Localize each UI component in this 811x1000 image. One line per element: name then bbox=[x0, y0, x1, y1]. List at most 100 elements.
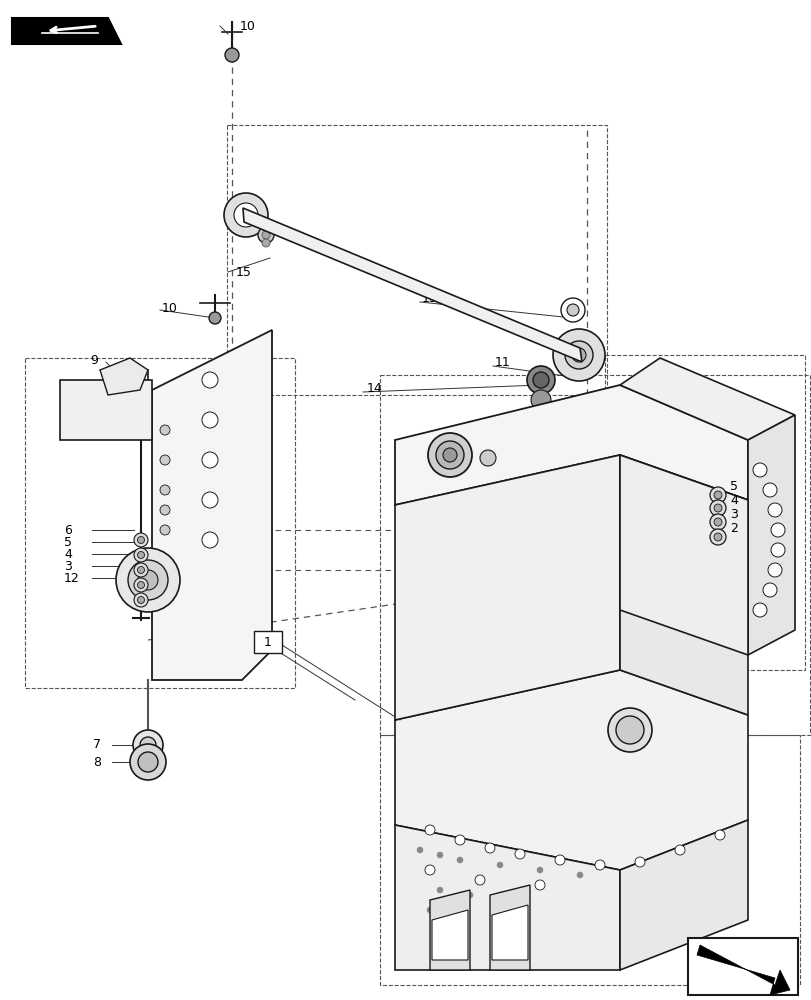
Circle shape bbox=[479, 450, 496, 466]
Circle shape bbox=[137, 552, 144, 558]
Circle shape bbox=[134, 578, 148, 592]
Circle shape bbox=[713, 491, 721, 499]
Circle shape bbox=[607, 708, 651, 752]
Circle shape bbox=[577, 872, 582, 878]
Polygon shape bbox=[620, 455, 747, 655]
Circle shape bbox=[134, 593, 148, 607]
Circle shape bbox=[224, 193, 268, 237]
Circle shape bbox=[536, 867, 543, 873]
Circle shape bbox=[571, 348, 586, 362]
Circle shape bbox=[709, 529, 725, 545]
Text: 5: 5 bbox=[729, 481, 737, 493]
Circle shape bbox=[474, 875, 484, 885]
Circle shape bbox=[709, 500, 725, 516]
Circle shape bbox=[762, 583, 776, 597]
Circle shape bbox=[713, 533, 721, 541]
Circle shape bbox=[714, 830, 724, 840]
Circle shape bbox=[767, 563, 781, 577]
Text: 1: 1 bbox=[264, 637, 272, 650]
Polygon shape bbox=[747, 415, 794, 655]
Circle shape bbox=[208, 312, 221, 324]
Polygon shape bbox=[696, 945, 789, 995]
Circle shape bbox=[457, 857, 462, 863]
Circle shape bbox=[713, 504, 721, 512]
Circle shape bbox=[767, 503, 781, 517]
Text: 15: 15 bbox=[236, 265, 251, 278]
Circle shape bbox=[134, 563, 148, 577]
Circle shape bbox=[138, 570, 158, 590]
Text: 9: 9 bbox=[90, 354, 98, 366]
Circle shape bbox=[634, 857, 644, 867]
Circle shape bbox=[407, 280, 417, 290]
Text: 8: 8 bbox=[93, 756, 101, 768]
Polygon shape bbox=[152, 330, 272, 680]
Polygon shape bbox=[100, 358, 148, 395]
Circle shape bbox=[324, 245, 334, 255]
Circle shape bbox=[552, 329, 604, 381]
Text: 10: 10 bbox=[240, 19, 255, 32]
Circle shape bbox=[436, 852, 443, 858]
Text: 13: 13 bbox=[422, 292, 437, 304]
Circle shape bbox=[616, 716, 643, 744]
Circle shape bbox=[770, 543, 784, 557]
Circle shape bbox=[594, 860, 604, 870]
Circle shape bbox=[160, 455, 169, 465]
Polygon shape bbox=[394, 455, 620, 720]
Circle shape bbox=[225, 48, 238, 62]
Circle shape bbox=[530, 390, 551, 410]
Circle shape bbox=[139, 737, 156, 753]
Polygon shape bbox=[620, 358, 794, 440]
Text: 4: 4 bbox=[64, 548, 72, 560]
Circle shape bbox=[514, 849, 525, 859]
Circle shape bbox=[564, 341, 592, 369]
Bar bbox=[687, 938, 797, 995]
Circle shape bbox=[506, 897, 513, 903]
Circle shape bbox=[530, 405, 551, 425]
Text: 7: 7 bbox=[93, 738, 101, 752]
Bar bbox=[254, 631, 281, 653]
Text: 2: 2 bbox=[729, 522, 737, 534]
Circle shape bbox=[130, 744, 165, 780]
Circle shape bbox=[133, 730, 163, 760]
Circle shape bbox=[424, 825, 435, 835]
Circle shape bbox=[160, 485, 169, 495]
Circle shape bbox=[770, 523, 784, 537]
Circle shape bbox=[443, 448, 457, 462]
Text: 3: 3 bbox=[64, 560, 72, 572]
Circle shape bbox=[532, 372, 548, 388]
Circle shape bbox=[454, 835, 465, 845]
Circle shape bbox=[134, 548, 148, 562]
Circle shape bbox=[560, 298, 584, 322]
Circle shape bbox=[496, 862, 502, 868]
Polygon shape bbox=[394, 670, 747, 870]
Circle shape bbox=[762, 483, 776, 497]
Circle shape bbox=[202, 452, 217, 468]
Circle shape bbox=[752, 463, 766, 477]
Circle shape bbox=[202, 412, 217, 428]
Text: 3: 3 bbox=[729, 508, 737, 520]
Bar bbox=[25, 358, 294, 688]
Circle shape bbox=[436, 887, 443, 893]
Circle shape bbox=[202, 532, 217, 548]
Circle shape bbox=[427, 433, 471, 477]
Circle shape bbox=[424, 865, 435, 875]
Circle shape bbox=[417, 847, 423, 853]
Text: 14: 14 bbox=[367, 381, 382, 394]
Circle shape bbox=[262, 239, 270, 247]
Circle shape bbox=[674, 845, 684, 855]
Circle shape bbox=[116, 548, 180, 612]
Circle shape bbox=[138, 752, 158, 772]
Polygon shape bbox=[430, 890, 470, 970]
Circle shape bbox=[534, 880, 544, 890]
Text: 11: 11 bbox=[495, 356, 510, 368]
Circle shape bbox=[128, 560, 168, 600]
Polygon shape bbox=[394, 385, 747, 505]
Circle shape bbox=[137, 582, 144, 588]
Bar bbox=[227, 125, 607, 395]
Circle shape bbox=[713, 518, 721, 526]
Circle shape bbox=[202, 492, 217, 508]
Circle shape bbox=[134, 533, 148, 547]
Text: 5: 5 bbox=[64, 536, 72, 548]
Bar bbox=[380, 375, 809, 735]
Circle shape bbox=[436, 441, 463, 469]
